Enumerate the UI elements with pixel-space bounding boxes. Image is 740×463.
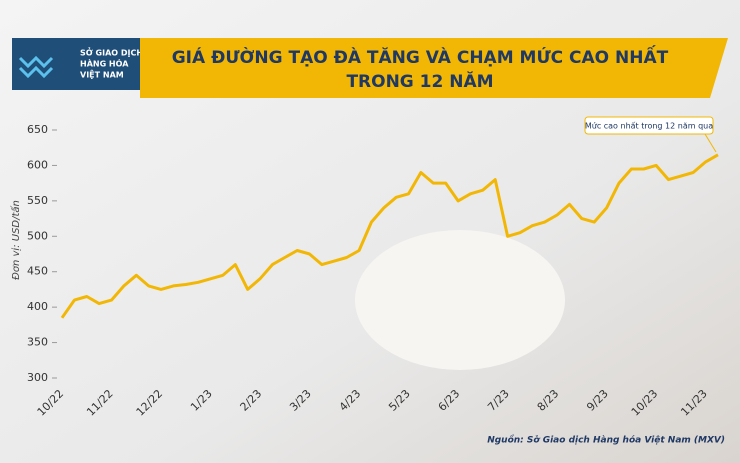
y-tick-label: 400 — [27, 300, 48, 313]
y-tick-label: 300 — [27, 371, 48, 384]
logo-text: VIỆT NAM — [80, 70, 124, 80]
y-axis-label: Đơn vị: USD/tấn — [10, 200, 22, 280]
annotation-leader — [704, 133, 717, 153]
y-tick-label: 650 — [27, 123, 48, 136]
logo-text: HÀNG HÓA — [80, 58, 129, 69]
logo-icon — [18, 55, 54, 79]
logo-box — [12, 38, 140, 90]
title-banner — [140, 38, 728, 98]
annotation-box — [584, 116, 714, 135]
sugar-bowl — [355, 230, 565, 370]
y-tick-label: 500 — [27, 229, 48, 242]
y-tick-label: 550 — [27, 194, 48, 207]
line-series — [60, 153, 719, 319]
chart-title: TRONG 12 NĂM — [346, 70, 493, 92]
source: Nguồn: Sở Giao dịch Hàng hóa Việt Nam (M… — [487, 435, 725, 446]
logo-text: SỞ GIAO DỊCH — [80, 46, 143, 58]
y-tick-label: 350 — [27, 336, 48, 349]
annotation: Mức cao nhất trong 12 năm qua — [585, 121, 713, 131]
y-tick-label: 450 — [27, 265, 48, 278]
chart-title: GIÁ ĐƯỜNG TẠO ĐÀ TĂNG VÀ CHẠM MỨC CAO NH… — [172, 44, 669, 68]
y-tick-label: 600 — [27, 158, 48, 171]
